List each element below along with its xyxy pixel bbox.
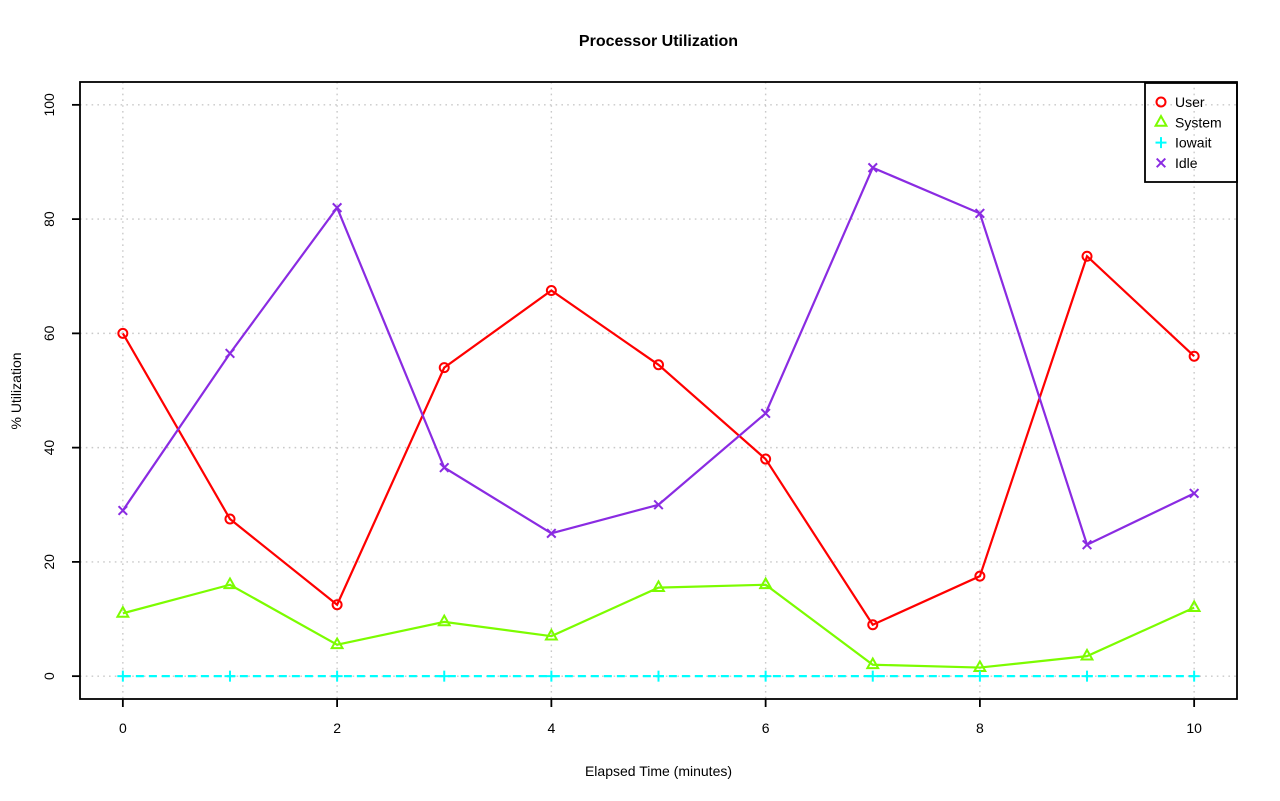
triangle-marker-icon [651,579,666,592]
x-tick-label: 8 [976,720,984,736]
legend-label: User [1175,94,1205,110]
series-user [117,250,1200,631]
y-tick-label: 40 [41,440,57,456]
triangle-marker-icon [1153,114,1169,127]
circle-marker-icon [974,570,986,582]
triangle-marker-icon [758,576,773,590]
circle-marker-icon [545,285,557,297]
triangle-marker-icon [437,613,452,627]
circle-marker-icon [224,513,236,525]
circle-marker-icon [1155,96,1167,108]
circle-marker-icon [1081,250,1093,262]
x-marker-icon [546,528,557,539]
y-axis-label: % Utilization [8,352,24,430]
series-user-line [121,254,1195,627]
circle-marker-icon [438,362,450,374]
x-marker-icon [439,462,450,473]
x-marker-icon [653,499,664,510]
x-tick-label: 6 [762,720,770,736]
circle-marker-icon [331,599,343,611]
circle-marker-icon [117,327,129,339]
legend-entry-iowait: Iowait [1155,135,1212,151]
triangle-marker-icon [865,656,880,670]
x-marker-icon [224,348,235,359]
x-marker-icon [760,408,771,419]
legend: User System Iowait Idle [1144,82,1238,183]
triangle-marker-icon [222,576,238,590]
legend-box [1144,82,1238,183]
x-tick-label: 2 [333,720,341,736]
circle-marker-icon [1188,350,1200,362]
triangle-marker-icon [544,627,559,641]
series-system-line [122,583,1195,669]
x-tick-label: 10 [1186,720,1202,736]
legend-label: Iowait [1175,135,1212,151]
circle-marker-icon [760,453,772,465]
triangle-marker-icon [1079,647,1095,661]
x-tick-label: 0 [119,720,127,736]
x-marker-icon [1189,488,1200,499]
y-tick-label: 20 [41,554,57,570]
chart-title: Processor Utilization [578,33,739,50]
triangle-marker-icon [1187,599,1202,612]
x-marker-icon [867,162,878,173]
y-tick-label: 80 [41,211,57,227]
x-axis-label: Elapsed Time (minutes) [584,763,733,779]
x-marker-icon [974,208,985,219]
triangle-marker-icon [972,659,987,672]
x-marker-icon [1082,539,1093,550]
x-marker-icon [1155,157,1167,168]
circle-marker-icon [653,359,664,371]
series-idle-line [121,166,1195,547]
x-marker-icon [117,505,128,516]
plot-box [79,81,1238,700]
y-tick-label: 100 [41,93,57,117]
x-tick-label: 4 [547,720,555,736]
triangle-marker-icon [330,636,345,650]
gridlines [80,82,1237,699]
x-marker-icon [332,202,343,213]
legend-label: Idle [1175,155,1198,171]
y-tick-label: 60 [41,325,57,341]
y-tick-label: 0 [41,672,57,680]
legend-entry-system: System [1153,114,1222,130]
series-system [115,576,1202,672]
series-idle [117,162,1200,550]
circle-marker-icon [867,619,879,631]
legend-entry-user: User [1155,94,1205,110]
triangle-marker-icon [115,605,130,618]
legend-label: System [1175,114,1222,130]
legend-entry-idle: Idle [1155,155,1198,171]
series-iowait [117,670,1200,682]
